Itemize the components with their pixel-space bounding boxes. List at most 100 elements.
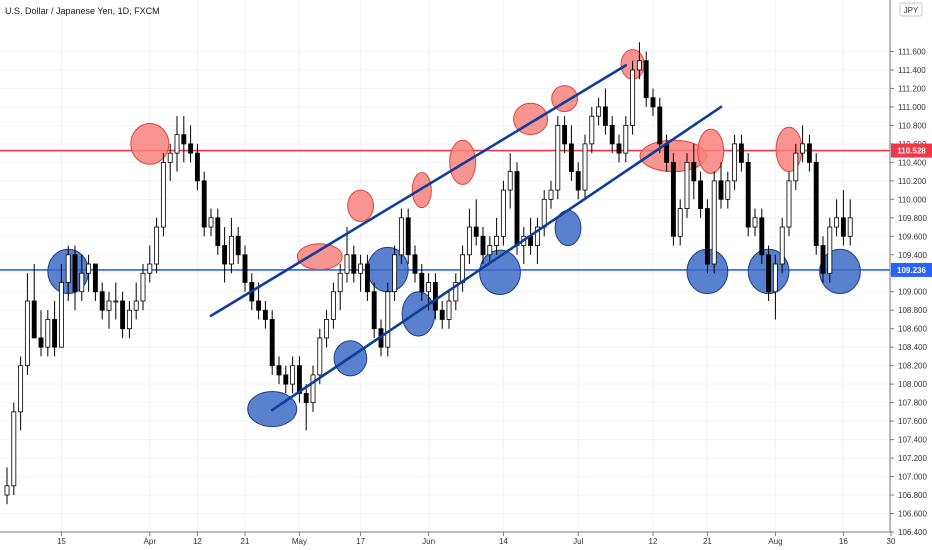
y-tick-label: 107.000 [898, 473, 927, 482]
candle-body-up [732, 143, 738, 182]
x-tick-label: 15 [57, 537, 66, 546]
channel-trend-line[interactable] [270, 105, 723, 412]
y-tick-label: 108.400 [898, 343, 927, 352]
resistance-highlight[interactable] [296, 243, 343, 271]
candle-body-up [344, 254, 350, 274]
candle-body-up [548, 189, 554, 200]
y-tick-label: 111.200 [898, 84, 926, 93]
candle [18, 356, 24, 431]
candle-body-up [147, 263, 153, 274]
channel-trend-line[interactable] [209, 64, 628, 318]
candle [290, 356, 296, 394]
candle-body-down [568, 143, 574, 173]
candle [643, 51, 649, 107]
candle-body-up [779, 226, 785, 265]
candle [820, 236, 826, 283]
price-badge-label: 109.236 [897, 266, 926, 275]
trend-lines[interactable] [209, 64, 723, 412]
candle [725, 171, 731, 209]
candle [45, 310, 51, 357]
support-highlight[interactable] [401, 291, 436, 337]
candle [548, 180, 554, 209]
candle-body-up [460, 254, 466, 283]
candle-body-up [392, 254, 398, 293]
candle [793, 143, 799, 191]
candle [385, 282, 391, 357]
candle [412, 245, 418, 283]
candle [759, 208, 765, 265]
resistance-highlight[interactable] [347, 189, 375, 223]
candle-body-down [303, 392, 309, 404]
y-tick-label: 108.800 [898, 306, 927, 315]
candle [677, 199, 683, 246]
candle-body-down [296, 365, 302, 394]
candle-body-down [364, 263, 370, 293]
candle-body-down [201, 180, 207, 228]
time-axis[interactable]: 15 Apr 12 21 May 17 Jun 14 Jul 12 21 Aug 16 30 [57, 532, 896, 546]
y-tick-label: 108.200 [898, 362, 927, 371]
candle-body-up [507, 171, 513, 191]
candle-body-up [24, 300, 30, 367]
candle-body-up [677, 208, 683, 237]
x-tick-label: 12 [649, 537, 658, 546]
candle [24, 273, 30, 375]
resistance-highlight[interactable] [130, 123, 170, 165]
y-tick-label: 109.000 [898, 288, 927, 297]
support-highlight[interactable] [819, 248, 861, 295]
candle-body-down [766, 254, 772, 293]
x-tick-label: 17 [356, 537, 365, 546]
candle-body-up [725, 180, 731, 200]
candle [188, 125, 194, 163]
candle-body-up [786, 180, 792, 228]
x-tick-label: 16 [839, 537, 848, 546]
candle-body-down [99, 291, 105, 311]
y-tick-label: 106.800 [898, 491, 927, 500]
candle [847, 199, 853, 246]
candle-body-up [453, 282, 459, 302]
x-tick-label: 21 [703, 537, 712, 546]
candle-body-up [317, 337, 323, 376]
candle-body-down [120, 300, 126, 330]
candle [242, 245, 248, 292]
y-tick-label: 108.600 [898, 325, 927, 334]
candle [534, 217, 540, 265]
candle-body-down [602, 106, 608, 126]
candle-body-up [466, 226, 472, 256]
candle [296, 356, 302, 403]
candle-body-up [827, 226, 833, 274]
candle-body-down [181, 134, 187, 145]
candle [364, 254, 370, 301]
candle [840, 190, 846, 246]
candle [140, 264, 146, 311]
candle [507, 153, 513, 209]
candle [283, 365, 289, 394]
candle-body-down [704, 208, 710, 265]
candle [330, 282, 336, 329]
candle [806, 134, 812, 172]
candle-body-up [126, 309, 132, 330]
resistance-highlight[interactable] [697, 128, 725, 174]
candle-body-up [208, 217, 214, 228]
candle [439, 300, 445, 329]
candle-body-down [371, 291, 377, 330]
resistance-highlight[interactable] [411, 172, 432, 209]
candle-body-down [840, 217, 846, 237]
x-tick-label: 14 [499, 537, 508, 546]
candle [813, 153, 819, 255]
candle-body-down [738, 143, 744, 163]
candle-body-up [589, 115, 595, 145]
candle [317, 328, 323, 385]
candle-body-down [194, 152, 200, 182]
candle [779, 217, 785, 274]
candle-body-down [480, 235, 486, 256]
candle [623, 116, 629, 163]
y-tick-label: 111.000 [898, 103, 926, 112]
y-tick-label: 109.800 [898, 214, 927, 223]
candle-body-down [745, 161, 751, 228]
candle-body-up [623, 125, 629, 154]
candle [473, 199, 479, 246]
candle-body-down [759, 217, 765, 256]
candle-body-up [426, 282, 432, 293]
x-tick-label: Apr [144, 537, 157, 546]
